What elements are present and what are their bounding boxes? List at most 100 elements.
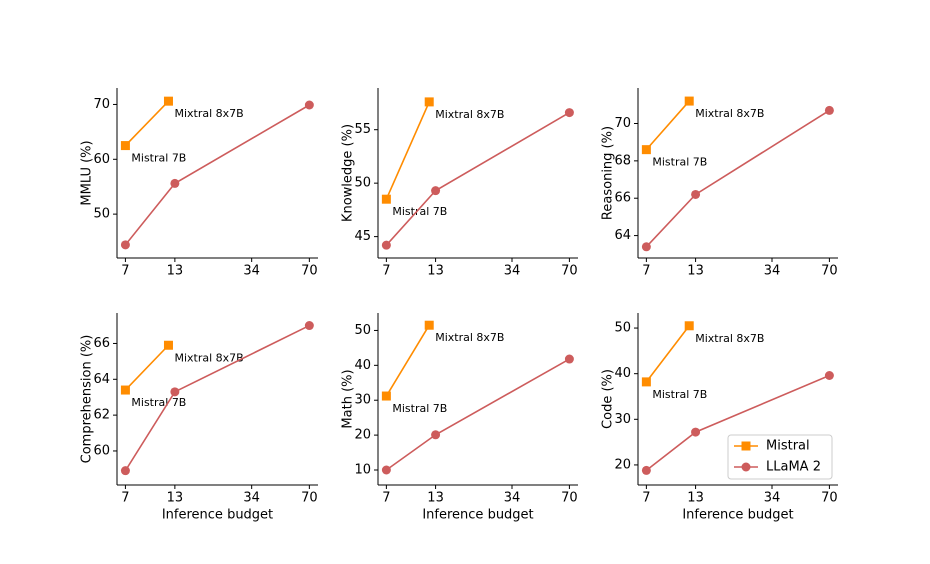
point-label: Mixtral 8x7B: [174, 351, 243, 364]
marker: [684, 321, 694, 331]
point-label: Mistral 7B: [392, 402, 447, 415]
subplot: 50 60 70 7 13 34 70 MMLU (%) Mistral 7B Mixtral 8…: [80, 88, 318, 279]
y-tick-label: 40: [354, 358, 371, 373]
x-tick-label: 13: [687, 491, 704, 506]
y-tick-label: 50: [354, 323, 371, 338]
x-tick-label: 70: [821, 491, 838, 506]
y-tick-label: 60: [93, 443, 110, 458]
x-tick-label: 34: [243, 264, 260, 279]
marker: [824, 105, 834, 115]
legend-marker: [741, 462, 751, 472]
y-tick-label: 64: [614, 228, 631, 243]
marker: [424, 320, 434, 330]
y-axis-label: Comprehension (%): [80, 335, 95, 464]
marker: [641, 242, 651, 252]
point-label: Mixtral 8x7B: [435, 108, 504, 121]
series-line: [645, 100, 690, 151]
marker: [691, 189, 701, 199]
y-tick-label: 20: [614, 457, 631, 472]
y-axis-label: Reasoning (%): [601, 126, 616, 220]
point-label: Mixtral 8x7B: [174, 107, 243, 120]
y-tick-label: 50: [93, 207, 110, 222]
series-line: [385, 324, 430, 397]
x-tick-label: 13: [167, 264, 184, 279]
point-label: Mixtral 8x7B: [435, 331, 504, 344]
y-tick-label: 55: [354, 122, 371, 137]
y-tick-label: 50: [614, 321, 631, 336]
x-tick-label: 34: [504, 491, 521, 506]
subplot: 60 62 64 66 7 13 34 70 Comprehension (%) Inferenc…: [80, 313, 318, 523]
point-label: Mistral 7B: [392, 205, 447, 218]
x-tick-label: 70: [561, 491, 578, 506]
x-tick-label: 70: [821, 264, 838, 279]
y-tick-label: 64: [93, 372, 110, 387]
series-line: [385, 111, 570, 246]
marker: [641, 145, 651, 155]
x-tick-label: 13: [687, 264, 704, 279]
y-axis-label: MMLU (%): [80, 140, 95, 205]
y-tick-label: 45: [354, 229, 371, 244]
marker: [431, 430, 441, 440]
x-tick-label: 34: [243, 491, 260, 506]
marker: [170, 387, 180, 397]
y-tick-label: 66: [93, 336, 110, 351]
subplot: 20 30 40 50 7 13 34 70 Code (%) Inference budget M…: [601, 313, 838, 523]
series-line: [124, 100, 170, 147]
legend-label: Mistral: [766, 439, 810, 454]
x-tick-label: 13: [427, 491, 444, 506]
point-label: Mistral 7B: [652, 388, 707, 401]
point-label: Mixtral 8x7B: [695, 332, 764, 345]
marker: [431, 186, 441, 196]
marker: [564, 354, 574, 364]
y-tick-label: 62: [93, 408, 110, 423]
marker: [641, 377, 651, 387]
series-line: [124, 104, 310, 246]
x-tick-label: 34: [764, 264, 781, 279]
marker: [381, 194, 391, 204]
marker: [163, 96, 173, 106]
x-tick-label: 34: [504, 264, 521, 279]
x-tick-label: 7: [642, 491, 650, 506]
marker: [824, 371, 834, 381]
marker: [120, 385, 130, 395]
x-tick-label: 70: [561, 264, 578, 279]
series-line: [385, 101, 430, 200]
marker: [691, 427, 701, 437]
point-label: Mistral 7B: [131, 396, 186, 409]
x-tick-label: 7: [382, 264, 390, 279]
marker: [163, 340, 173, 350]
y-tick-label: 70: [614, 116, 631, 131]
x-tick-label: 7: [121, 264, 129, 279]
x-tick-label: 7: [121, 491, 129, 506]
x-tick-label: 34: [764, 491, 781, 506]
y-tick-label: 40: [614, 366, 631, 381]
marker: [424, 97, 434, 107]
series-line: [645, 109, 830, 248]
x-tick-label: 7: [642, 264, 650, 279]
legend-marker: [741, 441, 751, 451]
y-tick-label: 20: [354, 428, 371, 443]
marker: [641, 465, 651, 475]
subplot: 10 20 30 40 50 7 13 34 70 Math (%) Inference budge…: [341, 313, 578, 523]
y-tick-label: 30: [354, 393, 371, 408]
marker: [381, 240, 391, 250]
x-axis-label: Inference budget: [162, 508, 273, 523]
y-tick-label: 50: [354, 176, 371, 191]
marker: [304, 100, 314, 110]
point-label: Mistral 7B: [652, 156, 707, 169]
marker: [170, 178, 180, 188]
marker: [684, 96, 694, 106]
series-line: [645, 325, 690, 383]
x-axis-label: Inference budget: [422, 508, 533, 523]
y-axis-label: Knowledge (%): [341, 124, 356, 222]
subplot: 45 50 55 7 13 34 70 Knowledge (%) Mistral 7B Mixt…: [341, 88, 578, 279]
y-tick-label: 66: [614, 191, 631, 206]
marker: [120, 141, 130, 151]
x-tick-label: 13: [427, 264, 444, 279]
series-line: [124, 344, 170, 391]
y-axis-label: Code (%): [601, 369, 616, 429]
y-tick-label: 68: [614, 153, 631, 168]
x-tick-label: 13: [167, 491, 184, 506]
